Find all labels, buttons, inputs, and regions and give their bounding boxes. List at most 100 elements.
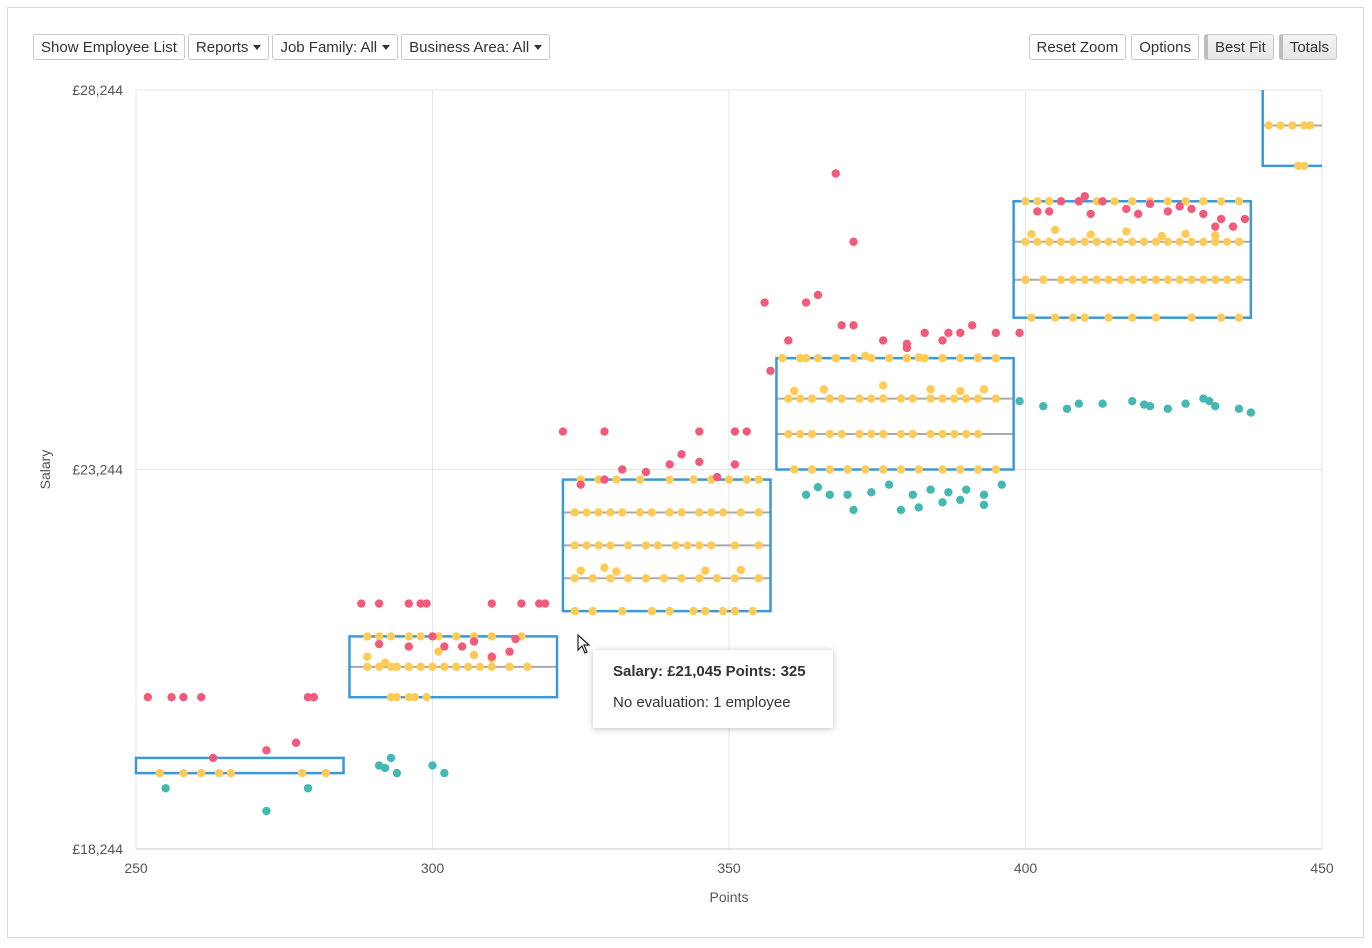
data-point bbox=[1104, 275, 1113, 284]
data-point bbox=[226, 768, 236, 778]
data-point bbox=[428, 662, 437, 672]
reset-zoom-label: Reset Zoom bbox=[1036, 38, 1119, 56]
data-point bbox=[155, 768, 164, 778]
data-point bbox=[1056, 275, 1066, 284]
best-fit-toggle[interactable]: Best Fit bbox=[1203, 34, 1274, 60]
data-point bbox=[991, 328, 1001, 338]
data-point bbox=[778, 353, 787, 363]
data-point bbox=[374, 639, 384, 649]
y-tick-label: £18,244 bbox=[72, 841, 123, 857]
data-point bbox=[1092, 275, 1101, 284]
data-point bbox=[303, 693, 313, 702]
data-point bbox=[416, 662, 425, 672]
data-point bbox=[475, 662, 485, 672]
grade-box bbox=[1012, 200, 1253, 319]
data-point bbox=[1092, 237, 1101, 246]
caret-down-icon bbox=[534, 44, 543, 50]
data-point bbox=[1128, 197, 1137, 206]
data-point bbox=[440, 642, 449, 651]
data-point bbox=[262, 746, 271, 755]
series-above-range bbox=[143, 169, 1250, 763]
data-point bbox=[813, 290, 823, 300]
data-point bbox=[878, 394, 888, 403]
data-point bbox=[896, 465, 906, 474]
data-point bbox=[695, 508, 704, 517]
options-button[interactable]: Options bbox=[1131, 34, 1199, 60]
data-point bbox=[505, 647, 514, 656]
data-point bbox=[570, 574, 580, 583]
data-point bbox=[944, 488, 953, 497]
toolbar-right: Reset Zoom Options Best Fit Totals bbox=[1028, 34, 1337, 60]
data-point bbox=[695, 574, 704, 583]
data-point bbox=[843, 465, 852, 474]
data-point bbox=[1199, 275, 1208, 284]
grade-box bbox=[134, 756, 345, 775]
data-point bbox=[1092, 197, 1101, 206]
data-point bbox=[1211, 401, 1220, 411]
data-point bbox=[790, 465, 799, 474]
job-family-dropdown[interactable]: Job Family: All bbox=[272, 34, 399, 60]
data-point bbox=[1128, 237, 1137, 246]
data-point bbox=[736, 508, 746, 517]
data-point bbox=[517, 599, 526, 608]
data-point bbox=[594, 508, 603, 517]
data-point bbox=[813, 353, 823, 363]
data-point bbox=[795, 429, 805, 439]
show-employee-list-button[interactable]: Show Employee List bbox=[33, 34, 185, 60]
data-point bbox=[374, 632, 384, 641]
data-point bbox=[944, 328, 953, 338]
data-point bbox=[1163, 207, 1173, 216]
data-point bbox=[197, 768, 206, 778]
data-point bbox=[837, 394, 846, 403]
data-point bbox=[469, 650, 479, 660]
data-point bbox=[1056, 237, 1066, 246]
data-point bbox=[1128, 396, 1137, 406]
data-point bbox=[1175, 275, 1184, 284]
grade-box bbox=[775, 356, 1015, 471]
data-point bbox=[1234, 313, 1244, 322]
data-point bbox=[1039, 401, 1048, 411]
data-point bbox=[784, 394, 793, 403]
data-point bbox=[718, 508, 728, 517]
data-points bbox=[143, 121, 1315, 816]
business-area-dropdown[interactable]: Business Area: All bbox=[401, 34, 551, 60]
data-point bbox=[956, 353, 965, 363]
data-point bbox=[695, 541, 704, 550]
business-area-label: Business Area: All bbox=[409, 38, 530, 56]
data-point bbox=[956, 495, 965, 505]
data-point bbox=[849, 505, 858, 515]
data-point bbox=[1228, 222, 1238, 231]
data-point bbox=[291, 738, 301, 747]
data-point bbox=[938, 465, 947, 474]
data-point bbox=[1163, 237, 1173, 246]
totals-toggle[interactable]: Totals bbox=[1278, 34, 1337, 60]
data-point bbox=[1015, 396, 1024, 406]
data-point bbox=[1021, 275, 1030, 284]
data-point bbox=[665, 606, 674, 616]
data-point bbox=[730, 574, 740, 583]
data-point bbox=[1211, 275, 1220, 284]
data-point bbox=[991, 353, 1001, 363]
data-point bbox=[962, 429, 971, 439]
data-point bbox=[1234, 237, 1244, 246]
data-point bbox=[1027, 230, 1036, 239]
data-point bbox=[363, 632, 372, 641]
data-point bbox=[1211, 222, 1220, 231]
data-point bbox=[991, 465, 1001, 474]
data-point bbox=[558, 427, 568, 436]
data-point bbox=[428, 761, 437, 770]
data-point bbox=[392, 768, 402, 778]
data-point bbox=[1015, 328, 1024, 338]
data-point bbox=[1068, 275, 1078, 284]
data-point bbox=[641, 574, 651, 583]
data-point bbox=[938, 498, 947, 507]
reset-zoom-button[interactable]: Reset Zoom bbox=[1028, 34, 1127, 60]
data-point bbox=[677, 574, 686, 583]
data-point bbox=[801, 490, 811, 499]
data-point bbox=[386, 753, 396, 763]
data-point bbox=[1128, 313, 1137, 322]
reports-dropdown[interactable]: Reports bbox=[187, 34, 270, 60]
data-point bbox=[766, 366, 775, 376]
data-point bbox=[1163, 197, 1173, 206]
x-tick-label: 350 bbox=[717, 860, 741, 876]
